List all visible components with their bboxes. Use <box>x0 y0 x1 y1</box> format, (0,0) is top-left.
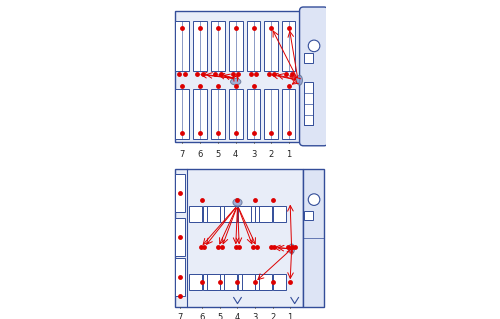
Text: 6: 6 <box>200 313 205 319</box>
Bar <box>304 169 324 307</box>
Bar <box>256 274 268 290</box>
Text: 4: 4 <box>233 150 238 159</box>
Bar <box>203 274 216 290</box>
Bar <box>242 206 254 222</box>
Bar <box>242 274 254 290</box>
Bar <box>259 206 272 222</box>
Bar <box>229 89 242 139</box>
Bar <box>176 174 185 212</box>
Bar <box>220 206 234 222</box>
Ellipse shape <box>230 78 241 85</box>
Bar <box>224 274 237 290</box>
Text: 4: 4 <box>235 313 240 319</box>
Bar <box>259 274 272 290</box>
Bar <box>238 206 251 222</box>
Text: 3: 3 <box>252 313 258 319</box>
Bar <box>238 274 251 290</box>
Text: 6: 6 <box>198 150 202 159</box>
Bar <box>282 21 295 71</box>
Bar <box>189 274 202 290</box>
Text: 1: 1 <box>288 313 292 319</box>
Text: 3: 3 <box>251 150 256 159</box>
Bar <box>193 89 207 139</box>
Bar <box>264 89 278 139</box>
Bar <box>220 274 234 290</box>
Bar <box>176 218 185 256</box>
Text: 5: 5 <box>215 150 220 159</box>
Bar <box>206 206 220 222</box>
Bar <box>203 206 216 222</box>
Text: 7: 7 <box>180 150 185 159</box>
Bar <box>176 89 189 139</box>
Ellipse shape <box>233 199 242 206</box>
Bar <box>189 206 202 222</box>
Bar <box>246 89 260 139</box>
Bar <box>193 21 207 71</box>
Bar <box>229 21 242 71</box>
Ellipse shape <box>296 75 302 85</box>
Circle shape <box>308 194 320 205</box>
Bar <box>176 21 189 71</box>
Text: 7: 7 <box>178 313 183 319</box>
Bar <box>256 206 268 222</box>
Ellipse shape <box>288 244 294 254</box>
Bar <box>246 21 260 71</box>
Text: 2: 2 <box>270 313 275 319</box>
Bar <box>304 83 312 125</box>
Bar <box>304 53 312 63</box>
Bar <box>224 206 237 222</box>
Bar <box>211 21 224 71</box>
Text: 5: 5 <box>218 313 222 319</box>
Bar <box>264 21 278 71</box>
Circle shape <box>308 40 320 52</box>
Bar <box>211 89 224 139</box>
Bar <box>273 274 286 290</box>
Bar <box>273 206 286 222</box>
Bar <box>282 89 295 139</box>
Bar <box>206 274 220 290</box>
Bar <box>176 258 185 296</box>
Bar <box>304 211 312 220</box>
Bar <box>174 169 304 307</box>
Text: 1: 1 <box>286 150 292 159</box>
Bar <box>174 11 304 142</box>
Text: 2: 2 <box>268 150 274 159</box>
FancyBboxPatch shape <box>300 7 328 146</box>
